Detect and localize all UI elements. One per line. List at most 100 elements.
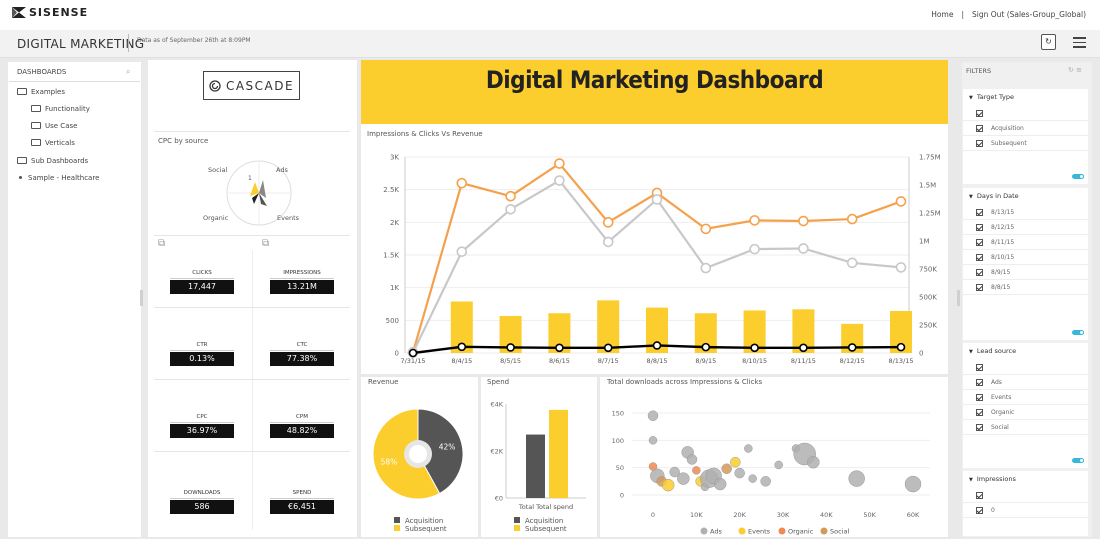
signout-link[interactable]: Sign Out (Sales-Group_Global): [971, 10, 1086, 19]
filter-title[interactable]: ▼ Target Type: [963, 89, 1088, 101]
kpi-value: 586: [170, 500, 234, 514]
kpi-value: 17,447: [170, 280, 234, 294]
tree-item-use-case[interactable]: Use Case: [31, 122, 77, 130]
filter-option[interactable]: Subsequent: [963, 136, 1088, 151]
filter-title-text: Impressions: [976, 475, 1016, 483]
dashboard-header-bar: [0, 30, 1100, 58]
legend-dot: [820, 527, 828, 535]
checkbox-checked-icon[interactable]: [976, 491, 983, 499]
filter-option[interactable]: Ads: [963, 375, 1088, 390]
kpi-value: €6,451: [270, 500, 334, 514]
tree-item-verticals[interactable]: Verticals: [31, 139, 75, 147]
right-splitter-handle[interactable]: [957, 290, 960, 306]
scatter-x-tick: 10K: [690, 511, 703, 519]
checkbox-checked-icon[interactable]: [976, 408, 983, 416]
home-link[interactable]: Home: [931, 10, 954, 19]
folder-open-icon: [17, 88, 27, 95]
cpc-title: CPC by source: [158, 137, 209, 145]
legend-swatch: [514, 525, 520, 531]
kpi-clicks[interactable]: CLICKS 17,447: [170, 270, 234, 294]
filter-title[interactable]: ▼ Lead source: [963, 343, 1088, 355]
spend-bar-acquisition: [526, 434, 545, 498]
point-3-1: [457, 342, 467, 352]
checkbox-checked-icon[interactable]: [976, 393, 983, 401]
legend-label: Acquisition: [405, 517, 443, 525]
kpi-ctc[interactable]: CTC 77.38%: [270, 342, 334, 366]
radar-label-events: Events: [277, 214, 300, 222]
copy-icon[interactable]: ⧉: [262, 238, 270, 249]
checkbox-checked-icon[interactable]: [976, 506, 983, 514]
checkbox-checked-icon[interactable]: [976, 363, 983, 371]
filter-option[interactable]: [963, 360, 1088, 375]
filter-option[interactable]: Social: [963, 420, 1088, 435]
tree-item-sub-dashboards[interactable]: Sub Dashboards: [17, 157, 88, 165]
y-right-tick: 0: [919, 350, 923, 358]
kpi-downloads[interactable]: DOWNLOADS 586: [170, 490, 234, 514]
checkbox-checked-icon[interactable]: [976, 268, 983, 276]
pie-label: 42%: [439, 443, 456, 452]
filter-option[interactable]: 0: [963, 503, 1088, 518]
spend-x-label: Total Total spend: [518, 503, 573, 511]
tree-item-functionality[interactable]: Functionality: [31, 105, 90, 113]
filter-options-icon[interactable]: ↻ ≡: [1068, 66, 1082, 74]
y-left-tick: 2K: [390, 219, 399, 227]
checkbox-checked-icon[interactable]: [976, 109, 983, 117]
point-3-0: [408, 348, 418, 358]
legend-swatch: [394, 525, 400, 531]
checkbox-checked-icon[interactable]: [976, 378, 983, 386]
filter-option[interactable]: Acquisition: [963, 121, 1088, 136]
legend-label: Social: [830, 528, 849, 536]
filter-option[interactable]: [963, 488, 1088, 503]
copy-icon[interactable]: ⧉: [158, 238, 166, 249]
filter-toggle[interactable]: [1072, 458, 1084, 463]
filter-title[interactable]: ▼ Days in Date: [963, 188, 1088, 200]
dashboards-panel: [8, 62, 141, 537]
filter-option[interactable]: 8/10/15: [963, 250, 1088, 265]
kpi-impressions[interactable]: IMPRESSIONS 13.21M: [270, 270, 334, 294]
legend-swatch: [394, 517, 400, 523]
spend-bar-subsequent: [549, 409, 568, 498]
kpi-spend[interactable]: SPEND €6,451: [270, 490, 334, 514]
filter-option[interactable]: Events: [963, 390, 1088, 405]
kpi-ctr[interactable]: CTR 0.13%: [170, 342, 234, 366]
sisense-logo[interactable]: SISENSE: [12, 6, 88, 19]
filter-option[interactable]: 8/8/15: [963, 280, 1088, 295]
title-divider: [128, 34, 129, 52]
checkbox-checked-icon[interactable]: [976, 139, 983, 147]
filter-card-days-in-date: ▼ Days in Date 8/13/15 8/12/15 8/11/15 8/10/1…: [963, 188, 1088, 340]
dashboard-banner: [361, 60, 948, 124]
checkbox-checked-icon[interactable]: [976, 253, 983, 261]
refresh-button[interactable]: ↻: [1041, 34, 1056, 50]
filter-option[interactable]: 8/11/15: [963, 235, 1088, 250]
dashboard-title: DIGITAL MARKETING: [17, 37, 145, 51]
filter-toggle[interactable]: [1072, 330, 1084, 335]
checkbox-checked-icon[interactable]: [976, 124, 983, 132]
search-icon[interactable]: ⌕: [126, 67, 131, 76]
filter-option[interactable]: [963, 106, 1088, 121]
radar-center-label: 1: [248, 175, 252, 182]
checkbox-checked-icon[interactable]: [976, 223, 983, 231]
kpi-cpm[interactable]: CPM 48.82%: [270, 414, 334, 438]
checkbox-checked-icon[interactable]: [976, 283, 983, 291]
scatter-y-tick: 100: [612, 437, 624, 445]
left-splitter-handle[interactable]: [140, 290, 143, 306]
filter-title[interactable]: ▼ Impressions: [963, 471, 1088, 483]
checkbox-checked-icon[interactable]: [976, 238, 983, 246]
checkbox-checked-icon[interactable]: [976, 423, 983, 431]
filter-option[interactable]: 8/13/15: [963, 205, 1088, 220]
tree-item-examples[interactable]: Examples: [17, 88, 65, 96]
filter-option[interactable]: 8/12/15: [963, 220, 1088, 235]
filter-option[interactable]: Organic: [963, 405, 1088, 420]
filter-option[interactable]: 8/9/15: [963, 265, 1088, 280]
tree-item-sample-healthcare[interactable]: Sample - Healthcare: [17, 174, 99, 182]
kpi-cpc[interactable]: CPC 36.97%: [170, 414, 234, 438]
menu-icon[interactable]: [1073, 37, 1086, 48]
tree-label: Use Case: [45, 122, 78, 130]
checkbox-checked-icon[interactable]: [976, 208, 983, 216]
x-tick: 8/9/15: [695, 357, 716, 365]
filter-toggle[interactable]: [1072, 174, 1084, 179]
filter-option-label: Events: [991, 393, 1012, 401]
widget-divider: [154, 131, 350, 132]
banner-title: Digital Marketing Dashboard: [485, 66, 824, 94]
bar-8/6/15: [548, 313, 571, 353]
